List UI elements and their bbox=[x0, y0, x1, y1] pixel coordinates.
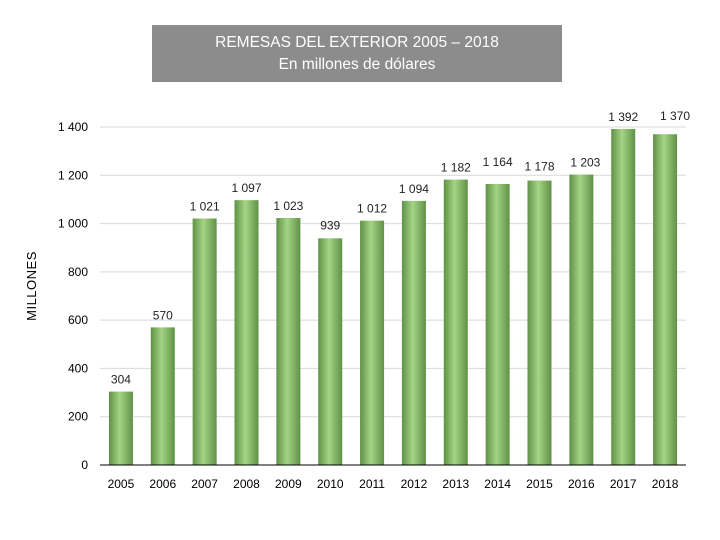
data-label: 1 094 bbox=[399, 182, 429, 196]
x-tick-label: 2018 bbox=[652, 477, 679, 491]
x-tick-label: 2014 bbox=[484, 477, 511, 491]
data-label: 939 bbox=[320, 218, 340, 232]
bar bbox=[611, 128, 636, 465]
bar bbox=[527, 180, 552, 465]
bar bbox=[653, 134, 678, 465]
y-tick-label: 0 bbox=[81, 458, 88, 472]
x-axis-ticks: 2005 2006 2007 2008 2009 2010 2011 2012 2013 2014… bbox=[108, 477, 679, 491]
data-label: 570 bbox=[153, 308, 173, 322]
bar bbox=[360, 220, 385, 465]
bar bbox=[485, 183, 510, 465]
bar bbox=[401, 200, 426, 465]
bars bbox=[108, 128, 678, 466]
y-tick-label: 200 bbox=[68, 410, 88, 424]
data-label: 1 021 bbox=[190, 200, 220, 214]
x-tick-label: 2008 bbox=[233, 477, 260, 491]
x-tick-label: 2016 bbox=[568, 477, 595, 491]
x-tick-label: 2009 bbox=[275, 477, 302, 491]
data-label: 1 023 bbox=[273, 199, 303, 213]
data-labels: 304 570 1 021 1 097 1 023 939 1 012 1 094 1 182 1… bbox=[111, 109, 690, 386]
x-tick-label: 2011 bbox=[359, 477, 385, 491]
y-tick-label: 1 000 bbox=[58, 217, 88, 231]
y-axis-ticks: 0 200 400 600 800 1 000 1 200 1 400 bbox=[58, 120, 88, 472]
bar bbox=[443, 179, 468, 466]
bar bbox=[318, 238, 343, 465]
chart-subtitle: En millones de dólares bbox=[278, 55, 436, 73]
y-axis-label: MILLONES bbox=[24, 251, 39, 321]
data-label: 1 164 bbox=[483, 155, 513, 169]
x-tick-label: 2013 bbox=[442, 477, 469, 491]
data-label: 1 370 bbox=[660, 109, 690, 123]
data-label: 1 392 bbox=[608, 110, 638, 124]
chart-title: REMESAS DEL EXTERIOR 2005 – 2018 bbox=[215, 33, 499, 51]
data-label: 1 178 bbox=[524, 160, 554, 174]
x-tick-label: 2006 bbox=[149, 477, 176, 491]
data-label: 1 012 bbox=[357, 202, 387, 216]
y-tick-label: 1 200 bbox=[58, 168, 88, 182]
bar bbox=[234, 200, 259, 465]
x-tick-label: 2005 bbox=[108, 477, 135, 491]
data-label: 1 203 bbox=[570, 156, 600, 170]
y-tick-label: 600 bbox=[68, 313, 88, 327]
x-tick-label: 2015 bbox=[526, 477, 553, 491]
bar bbox=[276, 218, 301, 465]
bar bbox=[569, 174, 594, 465]
y-tick-label: 800 bbox=[68, 265, 88, 279]
data-label: 304 bbox=[111, 373, 131, 387]
x-tick-label: 2012 bbox=[401, 477, 428, 491]
data-label: 1 182 bbox=[441, 161, 471, 175]
data-label: 1 097 bbox=[231, 181, 261, 195]
y-tick-label: 1 400 bbox=[58, 120, 88, 134]
x-tick-label: 2010 bbox=[317, 477, 344, 491]
gridlines bbox=[100, 126, 686, 418]
x-tick-label: 2017 bbox=[610, 477, 637, 491]
y-tick-label: 400 bbox=[68, 361, 88, 375]
bar bbox=[108, 391, 133, 465]
chart-title-box: REMESAS DEL EXTERIOR 2005 – 2018 En mill… bbox=[152, 25, 562, 82]
x-tick-label: 2007 bbox=[191, 477, 218, 491]
bar bbox=[150, 327, 175, 465]
bar bbox=[192, 218, 217, 465]
